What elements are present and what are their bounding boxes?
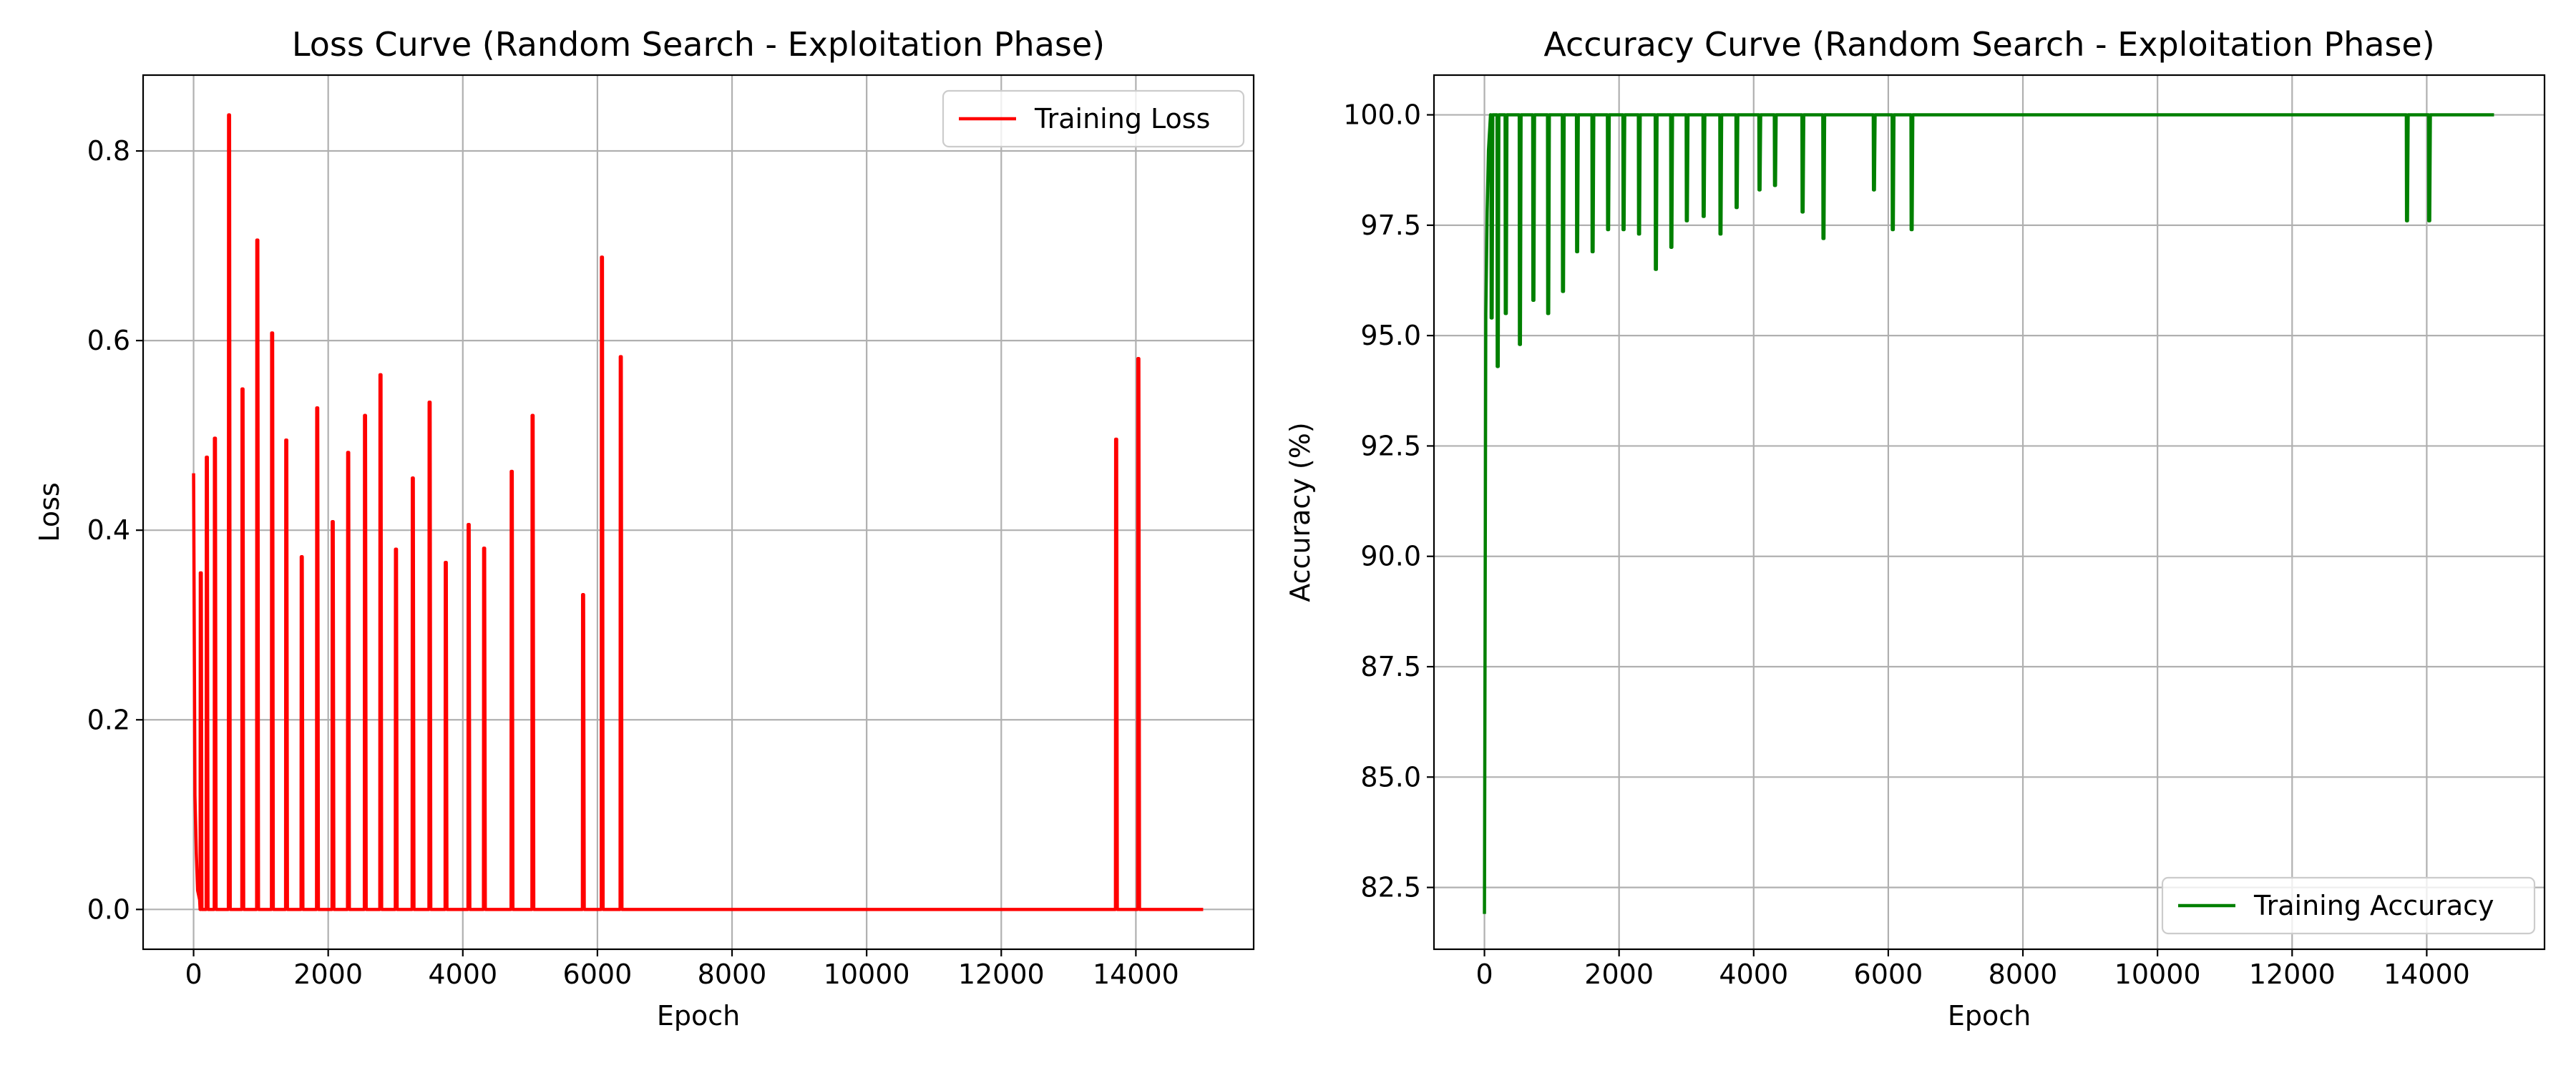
loss-x-tick-label: 10000 bbox=[824, 959, 910, 990]
accuracy-grid bbox=[1434, 75, 2545, 949]
accuracy-x-tick-label: 8000 bbox=[1989, 959, 2058, 990]
accuracy-x-tick-label: 14000 bbox=[2384, 959, 2470, 990]
loss-legend: Training Loss bbox=[942, 89, 1245, 148]
accuracy-x-tick-label: 0 bbox=[1475, 959, 1493, 990]
loss-x-tick-label: 4000 bbox=[428, 959, 497, 990]
accuracy-chart-title: Accuracy Curve (Random Search - Exploita… bbox=[1543, 25, 2434, 64]
loss-series-line bbox=[192, 113, 1204, 911]
accuracy-y-tick-label: 100.0 bbox=[1343, 99, 1421, 131]
loss-y-tick-label: 0.0 bbox=[87, 893, 130, 925]
loss-y-axis-label: Loss bbox=[34, 482, 65, 542]
accuracy-data-points bbox=[1491, 185, 2429, 367]
accuracy-x-tick-label: 2000 bbox=[1584, 959, 1654, 990]
loss-x-tick-label: 12000 bbox=[958, 959, 1045, 990]
loss-x-tick-label: 2000 bbox=[293, 959, 363, 990]
accuracy-chart: 0 2000 4000 6000 8000 10000 12000 14000 82.5 85.0… bbox=[1284, 25, 2546, 1032]
loss-y-tick-label: 0.8 bbox=[87, 135, 130, 167]
accuracy-x-tick-label: 12000 bbox=[2249, 959, 2336, 990]
loss-x-tick-label: 14000 bbox=[1093, 959, 1179, 990]
accuracy-y-tick-label: 92.5 bbox=[1360, 430, 1421, 461]
accuracy-y-axis-label: Accuracy (%) bbox=[1284, 422, 1316, 602]
loss-chart-title: Loss Curve (Random Search - Exploitation… bbox=[292, 25, 1105, 64]
loss-chart: 0 2000 4000 6000 8000 10000 12000 14000 0.0 0.2 0.… bbox=[34, 25, 1255, 1032]
loss-y-tick-label: 0.4 bbox=[87, 514, 130, 546]
accuracy-y-tick-label: 87.5 bbox=[1360, 651, 1421, 682]
accuracy-x-tick-label: 10000 bbox=[2114, 959, 2201, 990]
accuracy-legend-box bbox=[2161, 876, 2536, 935]
accuracy-series-line bbox=[1483, 113, 2494, 914]
accuracy-y-tick-label: 90.0 bbox=[1360, 541, 1421, 572]
accuracy-y-tick-label: 82.5 bbox=[1360, 872, 1421, 903]
loss-grid bbox=[143, 75, 1254, 949]
loss-data-points bbox=[200, 114, 1138, 595]
accuracy-x-tick-label: 4000 bbox=[1719, 959, 1788, 990]
accuracy-axes-frame bbox=[1433, 74, 2546, 951]
accuracy-x-axis-label: Epoch bbox=[1948, 1000, 2031, 1032]
loss-legend-box bbox=[942, 89, 1245, 148]
loss-x-tick-label: 0 bbox=[185, 959, 202, 990]
loss-x-tick-label: 8000 bbox=[698, 959, 767, 990]
loss-x-tick-label: 6000 bbox=[563, 959, 633, 990]
accuracy-y-tick-label: 95.0 bbox=[1360, 320, 1421, 351]
loss-x-axis-label: Epoch bbox=[657, 1000, 740, 1032]
loss-y-tick-label: 0.6 bbox=[87, 325, 130, 356]
accuracy-legend: Training Accuracy bbox=[2161, 876, 2536, 935]
accuracy-x-tick-label: 6000 bbox=[1854, 959, 1923, 990]
accuracy-y-tick-label: 97.5 bbox=[1360, 210, 1421, 241]
loss-axes-frame bbox=[142, 74, 1255, 951]
loss-y-tick-label: 0.2 bbox=[87, 704, 130, 735]
accuracy-y-tick-label: 85.0 bbox=[1360, 761, 1421, 793]
accuracy-legend-label: Training Accuracy bbox=[2253, 890, 2494, 921]
loss-legend-label: Training Loss bbox=[1034, 103, 1210, 134]
